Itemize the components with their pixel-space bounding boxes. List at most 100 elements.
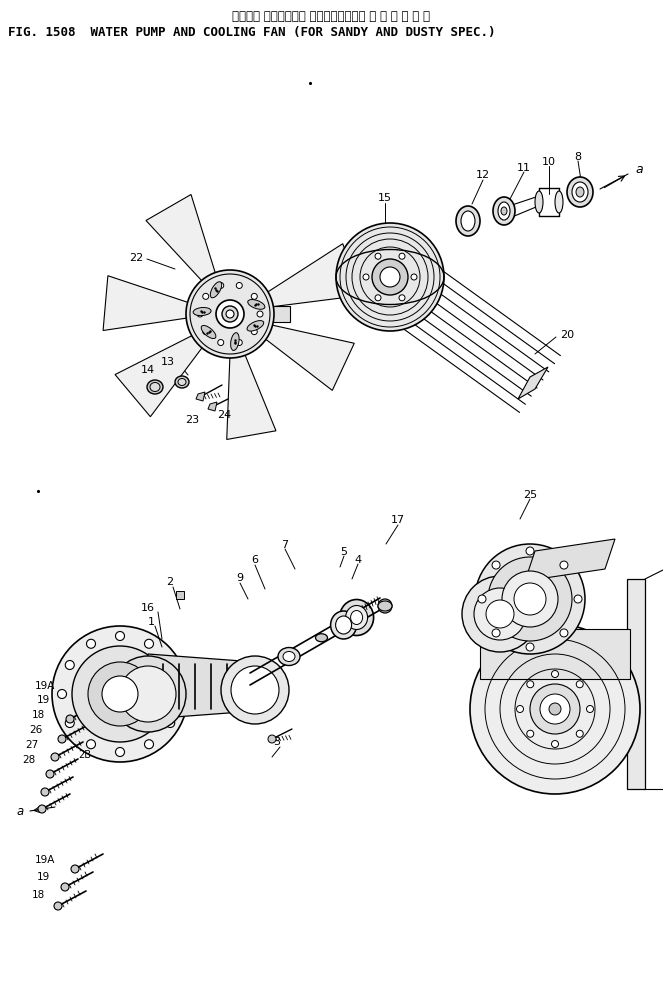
Circle shape bbox=[492, 562, 500, 570]
Text: 20: 20 bbox=[560, 330, 574, 340]
Circle shape bbox=[336, 224, 444, 332]
Circle shape bbox=[526, 643, 534, 651]
Text: 23: 23 bbox=[185, 414, 199, 424]
Circle shape bbox=[375, 253, 381, 260]
Text: a: a bbox=[17, 805, 24, 818]
Circle shape bbox=[236, 283, 242, 289]
Polygon shape bbox=[518, 368, 548, 400]
Circle shape bbox=[587, 706, 593, 713]
Circle shape bbox=[52, 626, 188, 762]
Polygon shape bbox=[103, 276, 196, 331]
Circle shape bbox=[236, 340, 242, 346]
Circle shape bbox=[217, 283, 223, 289]
Text: 7: 7 bbox=[281, 540, 288, 550]
Circle shape bbox=[514, 583, 546, 615]
Circle shape bbox=[549, 704, 561, 716]
Ellipse shape bbox=[201, 326, 216, 339]
Text: 9: 9 bbox=[237, 573, 243, 582]
Circle shape bbox=[552, 671, 558, 678]
Circle shape bbox=[38, 805, 46, 813]
Text: 12: 12 bbox=[476, 170, 490, 180]
Circle shape bbox=[226, 311, 234, 319]
Circle shape bbox=[65, 719, 74, 728]
Polygon shape bbox=[627, 580, 645, 789]
Circle shape bbox=[560, 562, 568, 570]
Text: 18: 18 bbox=[32, 889, 45, 900]
Ellipse shape bbox=[210, 282, 221, 298]
Circle shape bbox=[378, 599, 392, 613]
Circle shape bbox=[474, 588, 526, 640]
Circle shape bbox=[574, 595, 582, 603]
Circle shape bbox=[51, 753, 59, 761]
Polygon shape bbox=[480, 629, 630, 679]
Circle shape bbox=[399, 253, 405, 260]
Text: 25: 25 bbox=[523, 489, 537, 500]
Text: 27: 27 bbox=[25, 740, 38, 749]
Ellipse shape bbox=[247, 321, 264, 332]
Polygon shape bbox=[148, 654, 255, 720]
Ellipse shape bbox=[576, 188, 584, 198]
Text: 13: 13 bbox=[161, 357, 175, 367]
Circle shape bbox=[46, 770, 54, 778]
Circle shape bbox=[186, 270, 274, 359]
Circle shape bbox=[65, 661, 74, 670]
Circle shape bbox=[470, 624, 640, 794]
Text: 19: 19 bbox=[36, 694, 50, 705]
Text: 1: 1 bbox=[148, 616, 155, 626]
Text: 4: 4 bbox=[355, 555, 361, 565]
Circle shape bbox=[203, 329, 209, 335]
Circle shape bbox=[216, 301, 244, 329]
Text: FIG. 1508  WATER PUMP AND COOLING FAN (FOR SANDY AND DUSTY SPEC.): FIG. 1508 WATER PUMP AND COOLING FAN (FO… bbox=[8, 26, 495, 39]
Text: 17: 17 bbox=[391, 515, 405, 525]
Circle shape bbox=[222, 307, 238, 323]
Circle shape bbox=[166, 719, 175, 728]
Ellipse shape bbox=[150, 383, 160, 392]
Polygon shape bbox=[244, 307, 290, 323]
Circle shape bbox=[54, 903, 62, 911]
Circle shape bbox=[475, 545, 585, 654]
Ellipse shape bbox=[567, 178, 593, 208]
Text: 28: 28 bbox=[22, 754, 35, 764]
Text: a: a bbox=[635, 163, 642, 176]
Circle shape bbox=[516, 706, 524, 713]
Ellipse shape bbox=[555, 192, 563, 214]
Circle shape bbox=[115, 632, 125, 641]
Text: 5: 5 bbox=[341, 547, 347, 557]
Ellipse shape bbox=[193, 308, 211, 316]
Text: 15: 15 bbox=[378, 193, 392, 203]
Circle shape bbox=[145, 639, 154, 649]
Circle shape bbox=[526, 731, 534, 738]
Circle shape bbox=[71, 865, 79, 873]
Text: 10: 10 bbox=[542, 157, 556, 167]
Ellipse shape bbox=[339, 600, 373, 636]
Ellipse shape bbox=[175, 377, 189, 389]
Circle shape bbox=[411, 274, 417, 280]
Ellipse shape bbox=[178, 379, 186, 386]
Ellipse shape bbox=[331, 611, 357, 639]
Ellipse shape bbox=[378, 601, 392, 611]
Circle shape bbox=[190, 274, 270, 355]
Circle shape bbox=[72, 646, 168, 743]
Polygon shape bbox=[227, 348, 276, 440]
Text: 26: 26 bbox=[29, 725, 42, 735]
Ellipse shape bbox=[345, 606, 367, 630]
Text: 3: 3 bbox=[273, 737, 280, 746]
Circle shape bbox=[115, 747, 125, 756]
Circle shape bbox=[488, 558, 572, 641]
Circle shape bbox=[145, 740, 154, 748]
Ellipse shape bbox=[278, 648, 300, 666]
Ellipse shape bbox=[351, 611, 363, 625]
Text: 11: 11 bbox=[517, 163, 531, 173]
Ellipse shape bbox=[283, 652, 295, 662]
Circle shape bbox=[203, 294, 209, 300]
Circle shape bbox=[363, 274, 369, 280]
Circle shape bbox=[372, 259, 408, 295]
Circle shape bbox=[174, 690, 182, 699]
Text: 24: 24 bbox=[217, 410, 231, 419]
Ellipse shape bbox=[501, 208, 507, 216]
Ellipse shape bbox=[335, 616, 351, 634]
Text: 18: 18 bbox=[32, 710, 45, 720]
Circle shape bbox=[102, 676, 138, 713]
Polygon shape bbox=[208, 403, 217, 412]
Text: 2: 2 bbox=[166, 577, 173, 586]
